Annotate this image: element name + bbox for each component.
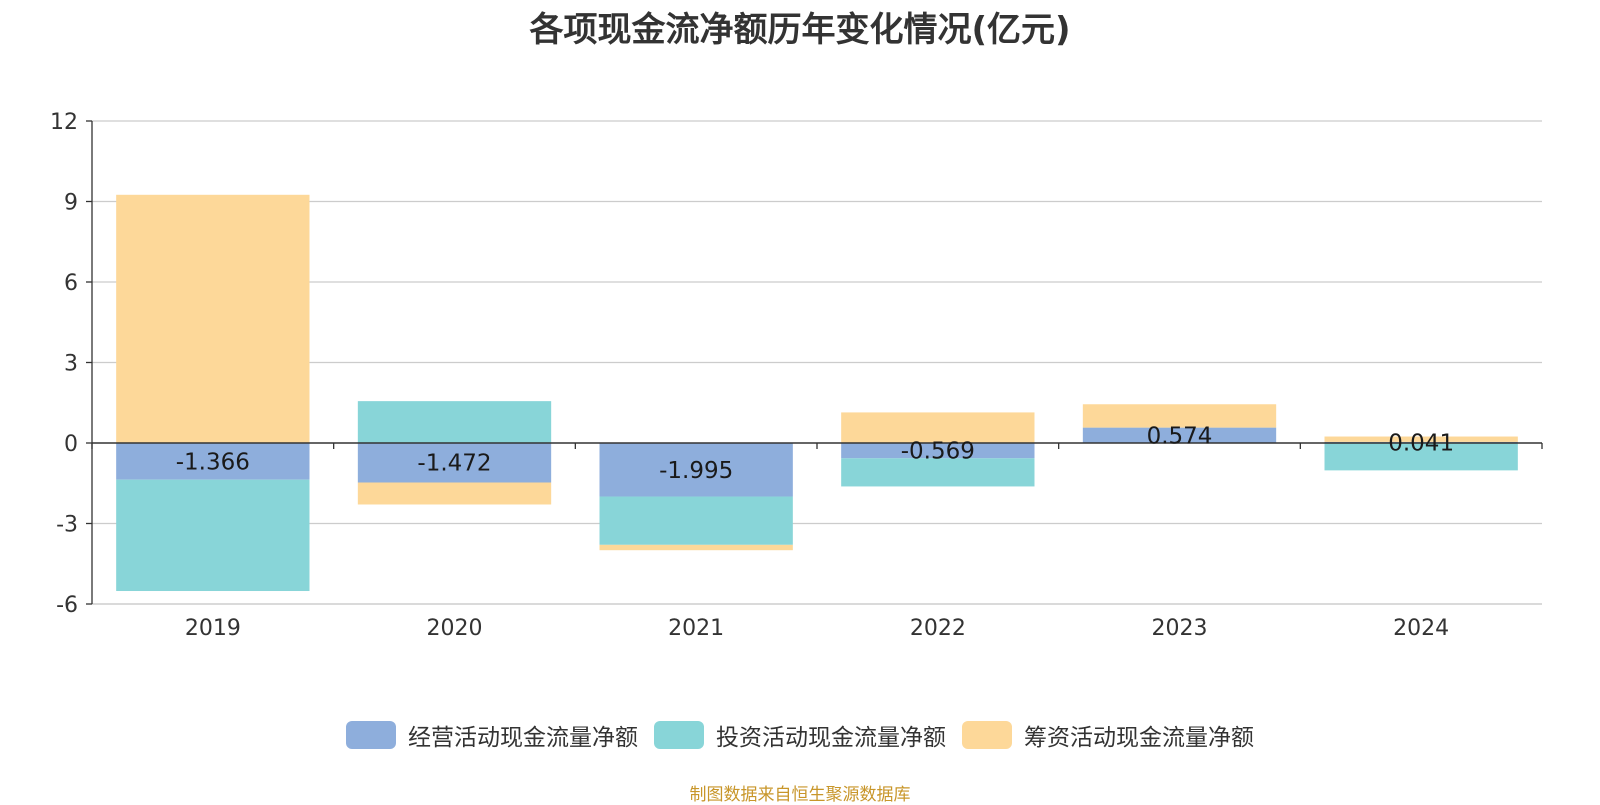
y-tick-label: 0 xyxy=(64,432,78,457)
bar-segment[interactable] xyxy=(1082,427,1277,443)
y-tick-label: -3 xyxy=(56,513,78,538)
y-tick-label: -6 xyxy=(56,593,78,618)
x-tick-label: 2023 xyxy=(1152,616,1208,641)
legend-swatch-investing xyxy=(654,721,704,749)
data-label: -0.569 xyxy=(901,439,975,465)
legend-label-financing: 筹资活动现金流量净额 xyxy=(1024,725,1254,751)
data-label: 0.041 xyxy=(1388,430,1454,456)
y-tick-label: 12 xyxy=(50,110,78,135)
source-note: 制图数据来自恒生聚源数据库 xyxy=(689,785,911,805)
bar-segment[interactable] xyxy=(841,412,1035,443)
x-tick-label: 2020 xyxy=(427,616,483,641)
legend-swatch-financing xyxy=(962,721,1012,749)
legend-label-operating: 经营活动现金流量净额 xyxy=(408,725,638,751)
legend-item-operating[interactable]: 经营活动现金流量净额 xyxy=(346,718,638,752)
bar-segment[interactable] xyxy=(599,496,793,545)
bar-segment[interactable] xyxy=(1082,404,1277,428)
legend: 经营活动现金流量净额 投资活动现金流量净额 筹资活动现金流量净额 xyxy=(0,718,1600,752)
bar-segment[interactable] xyxy=(1324,436,1518,442)
bar-segment[interactable] xyxy=(599,544,793,551)
legend-item-financing[interactable]: 筹资活动现金流量净额 xyxy=(962,718,1254,752)
y-tick-label: 3 xyxy=(64,352,78,377)
data-label: -1.472 xyxy=(417,451,491,477)
bar-segment[interactable] xyxy=(841,458,1035,487)
x-tick-label: 2021 xyxy=(668,616,724,641)
legend-item-investing[interactable]: 投资活动现金流量净额 xyxy=(654,718,946,752)
x-tick-label: 2022 xyxy=(910,616,966,641)
bar-segment[interactable] xyxy=(116,194,310,443)
x-tick-label: 2024 xyxy=(1393,616,1449,641)
bar-segment[interactable] xyxy=(599,443,793,497)
y-tick-label: 6 xyxy=(64,271,78,296)
data-label: -1.995 xyxy=(659,458,733,484)
chart-title: 各项现金流净额历年变化情况(亿元) xyxy=(529,10,1071,50)
bar-segment[interactable] xyxy=(357,482,552,505)
x-tick-label: 2019 xyxy=(185,616,241,641)
bar-segment[interactable] xyxy=(841,443,1035,459)
data-label: 0.574 xyxy=(1147,423,1213,449)
bar-segment[interactable] xyxy=(357,401,552,443)
bar-segment[interactable] xyxy=(357,443,552,483)
bar-segment[interactable] xyxy=(1324,443,1518,471)
data-label: -1.366 xyxy=(176,449,250,475)
legend-label-investing: 投资活动现金流量净额 xyxy=(716,725,946,751)
legend-swatch-operating xyxy=(346,721,396,749)
bar-segment[interactable] xyxy=(116,443,310,480)
chart-canvas: -6 -3 0 3 6 9 12 2019 2020 2021 2022 2023 2024 -1.36… xyxy=(50,110,1543,641)
y-tick-label: 9 xyxy=(64,191,78,216)
bar-segment[interactable] xyxy=(116,479,310,592)
